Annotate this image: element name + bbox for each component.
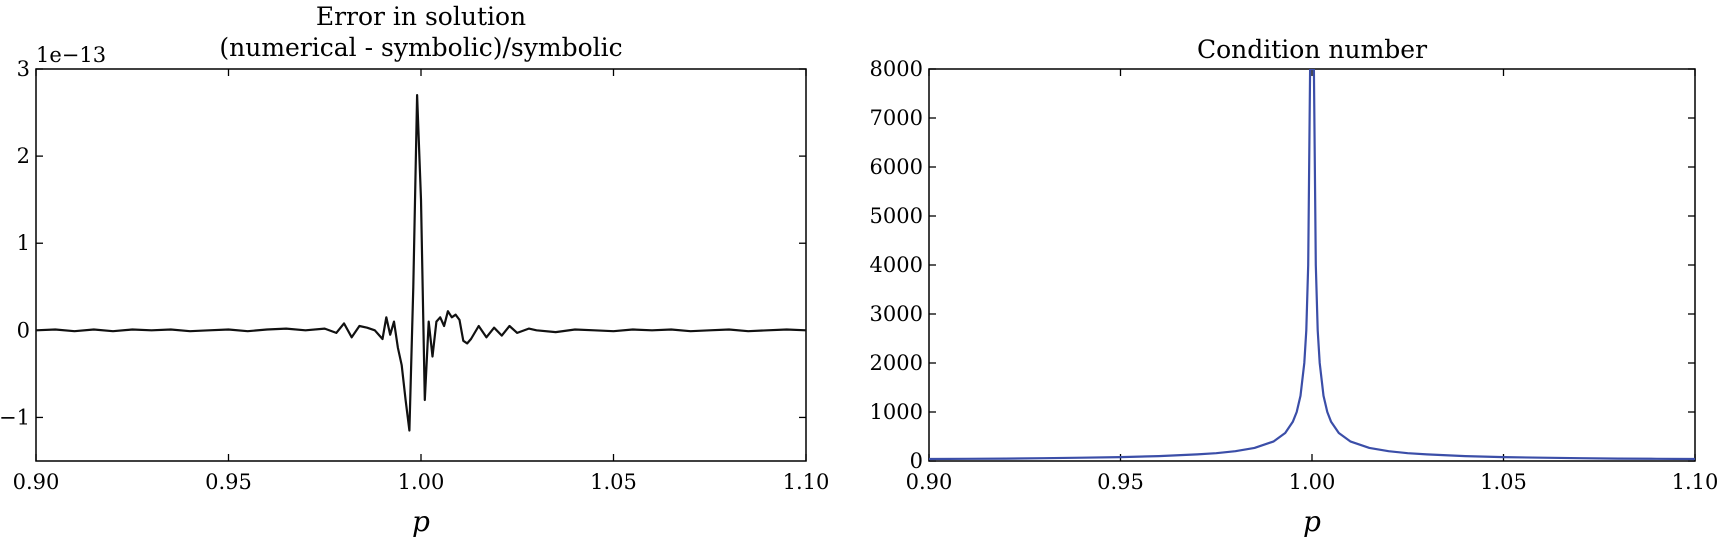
- chart2-x-label: p: [1303, 505, 1321, 538]
- chart2-x-tick-label: 1.05: [1480, 470, 1527, 494]
- chart1-y-tick-label: 0: [17, 318, 30, 342]
- chart2-x-tick-label: 1.00: [1289, 470, 1336, 494]
- chart1-x-tick-label: 1.00: [398, 470, 445, 494]
- chart1-subtitle: (numerical - symbolic)/symbolic: [219, 33, 622, 62]
- chart1-series: [36, 93, 806, 432]
- chart-condition-number: Condition number 0.90 0.95 1.00 1.05 1.10 0 1…: [870, 35, 1719, 538]
- chart1-x-tick-label: 1.05: [590, 470, 637, 494]
- chart2-x-tick-label: 0.95: [1097, 470, 1144, 494]
- chart1-series-line: [36, 93, 806, 432]
- chart2-y-tick-label: 8000: [870, 57, 923, 81]
- chart1-y-multiplier: 1e−13: [36, 43, 106, 67]
- chart1-x-axis: 0.90 0.95 1.00 1.05 1.10: [13, 69, 830, 494]
- chart2-y-tick-label: 3000: [870, 302, 923, 326]
- chart2-y-tick-label: 0: [910, 449, 923, 473]
- chart2-y-tick-label: 1000: [870, 400, 923, 424]
- chart2-y-tick-label: 2000: [870, 351, 923, 375]
- chart1-y-axis: −1 0 1 2 3: [0, 57, 806, 429]
- chart2-series: [929, 69, 1695, 461]
- chart2-x-tick-label: 1.10: [1672, 470, 1719, 494]
- chart2-x-axis: 0.90 0.95 1.00 1.05 1.10: [906, 69, 1719, 494]
- chart2-plot-frame: [928, 68, 1696, 462]
- chart1-x-tick-label: 0.95: [205, 470, 252, 494]
- chart2-y-tick-label: 7000: [870, 106, 923, 130]
- chart2-y-tick-label: 6000: [870, 155, 923, 179]
- chart2-x-tick-label: 0.90: [906, 470, 953, 494]
- chart-error-in-solution: Error in solution (numerical - symbolic)…: [0, 2, 829, 538]
- chart1-title: Error in solution: [316, 2, 526, 31]
- chart2-y-tick-label: 5000: [870, 204, 923, 228]
- chart1-plot-frame: [35, 68, 807, 462]
- chart1-y-tick-label: −1: [0, 405, 30, 429]
- chart1-y-tick-label: 3: [17, 57, 30, 81]
- chart1-x-label: p: [412, 505, 430, 538]
- chart2-title: Condition number: [1197, 35, 1427, 64]
- chart2-series-line: [929, 69, 1695, 461]
- chart2-y-axis: 0 1000 2000 3000 4000 5000 6000 7000 8000: [870, 57, 1695, 473]
- chart1-x-tick-label: 0.90: [13, 470, 60, 494]
- chart1-y-tick-label: 1: [17, 231, 30, 255]
- chart1-x-tick-label: 1.10: [783, 470, 830, 494]
- chart2-y-tick-label: 4000: [870, 253, 923, 277]
- chart1-y-tick-label: 2: [17, 144, 30, 168]
